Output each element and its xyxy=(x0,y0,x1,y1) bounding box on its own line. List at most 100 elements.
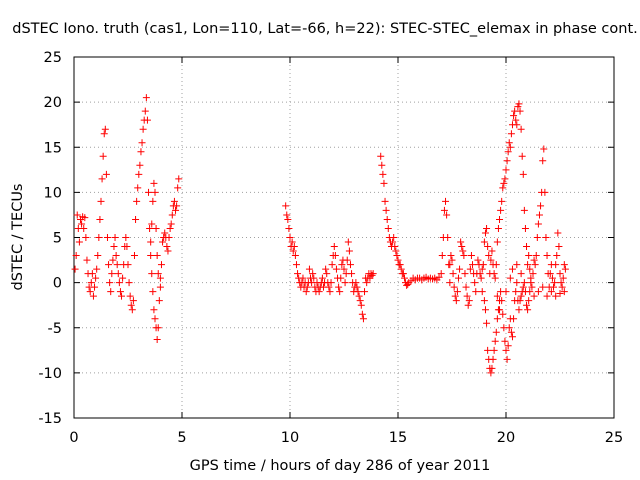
data-point xyxy=(378,161,386,169)
data-point xyxy=(543,292,551,300)
data-point xyxy=(396,261,404,269)
data-point xyxy=(133,197,141,205)
data-point xyxy=(446,279,454,287)
data-point xyxy=(480,297,488,305)
data-point xyxy=(75,238,83,246)
data-point xyxy=(556,289,564,297)
data-point xyxy=(502,346,510,354)
data-point xyxy=(95,234,103,241)
data-point xyxy=(139,125,147,133)
data-point xyxy=(71,265,79,273)
data-point xyxy=(480,238,488,246)
data-point xyxy=(123,243,131,251)
data-point xyxy=(560,288,568,296)
data-point xyxy=(481,306,489,314)
data-point xyxy=(559,274,567,282)
data-point xyxy=(456,265,464,273)
data-point xyxy=(504,342,512,350)
data-point xyxy=(113,261,121,269)
data-point xyxy=(397,265,405,273)
data-point xyxy=(97,197,105,205)
data-point xyxy=(443,211,451,219)
data-point xyxy=(499,310,507,318)
data-point xyxy=(101,125,109,133)
data-point xyxy=(150,306,158,314)
data-point xyxy=(157,261,165,269)
data-point xyxy=(507,328,515,336)
data-point xyxy=(437,270,445,278)
data-point xyxy=(138,139,146,147)
data-point xyxy=(343,256,351,264)
data-point xyxy=(496,215,504,223)
data-point xyxy=(543,252,551,260)
data-point xyxy=(89,292,97,300)
data-point xyxy=(283,211,291,219)
data-point xyxy=(471,279,479,287)
data-point xyxy=(497,206,505,214)
data-point xyxy=(289,247,297,255)
data-point xyxy=(503,355,511,363)
data-point xyxy=(487,256,495,264)
data-point xyxy=(531,261,539,269)
data-point xyxy=(355,292,363,300)
data-point xyxy=(141,107,149,115)
data-point xyxy=(323,270,331,278)
data-point xyxy=(528,283,536,291)
data-point xyxy=(159,238,167,246)
data-point xyxy=(129,297,137,305)
data-point xyxy=(111,234,119,241)
data-point xyxy=(109,256,117,264)
data-point xyxy=(555,243,563,251)
data-point xyxy=(450,283,458,291)
data-point xyxy=(453,288,461,296)
data-point xyxy=(535,211,543,219)
data-point xyxy=(493,292,501,300)
data-point xyxy=(98,175,106,183)
data-point xyxy=(481,229,489,237)
data-point xyxy=(478,265,486,273)
data-point xyxy=(167,220,175,228)
data-point xyxy=(112,252,120,260)
data-point xyxy=(516,107,524,115)
axis-ticks xyxy=(73,56,615,419)
data-point xyxy=(164,247,172,255)
data-point xyxy=(557,279,565,287)
data-point xyxy=(130,252,138,260)
data-point xyxy=(525,252,533,260)
data-point xyxy=(146,224,154,232)
data-point xyxy=(310,274,318,282)
x-tick-label: 25 xyxy=(605,430,623,446)
data-point xyxy=(451,292,459,300)
data-point xyxy=(505,324,513,332)
data-point xyxy=(479,261,487,269)
data-point xyxy=(381,197,389,205)
data-point xyxy=(491,274,499,282)
data-point xyxy=(142,94,150,102)
data-point xyxy=(353,283,361,291)
data-point xyxy=(507,130,515,138)
data-point xyxy=(498,297,506,305)
data-point xyxy=(135,170,143,178)
data-point xyxy=(161,229,169,237)
data-point xyxy=(490,270,498,278)
data-point xyxy=(472,288,480,296)
data-point xyxy=(537,202,545,210)
data-point xyxy=(82,234,90,241)
data-point xyxy=(83,256,91,264)
data-point xyxy=(516,297,524,305)
data-point xyxy=(137,148,145,156)
data-point xyxy=(484,243,492,251)
data-point xyxy=(503,157,511,165)
data-point xyxy=(154,324,162,332)
data-point xyxy=(327,279,335,287)
data-point xyxy=(288,238,296,246)
data-point xyxy=(533,234,541,241)
data-point xyxy=(358,310,366,318)
data-point xyxy=(377,152,385,160)
data-point xyxy=(518,152,526,160)
data-point xyxy=(352,279,360,287)
data-point xyxy=(492,328,500,336)
data-point xyxy=(459,247,467,255)
data-point xyxy=(539,157,547,165)
data-point xyxy=(346,261,354,269)
